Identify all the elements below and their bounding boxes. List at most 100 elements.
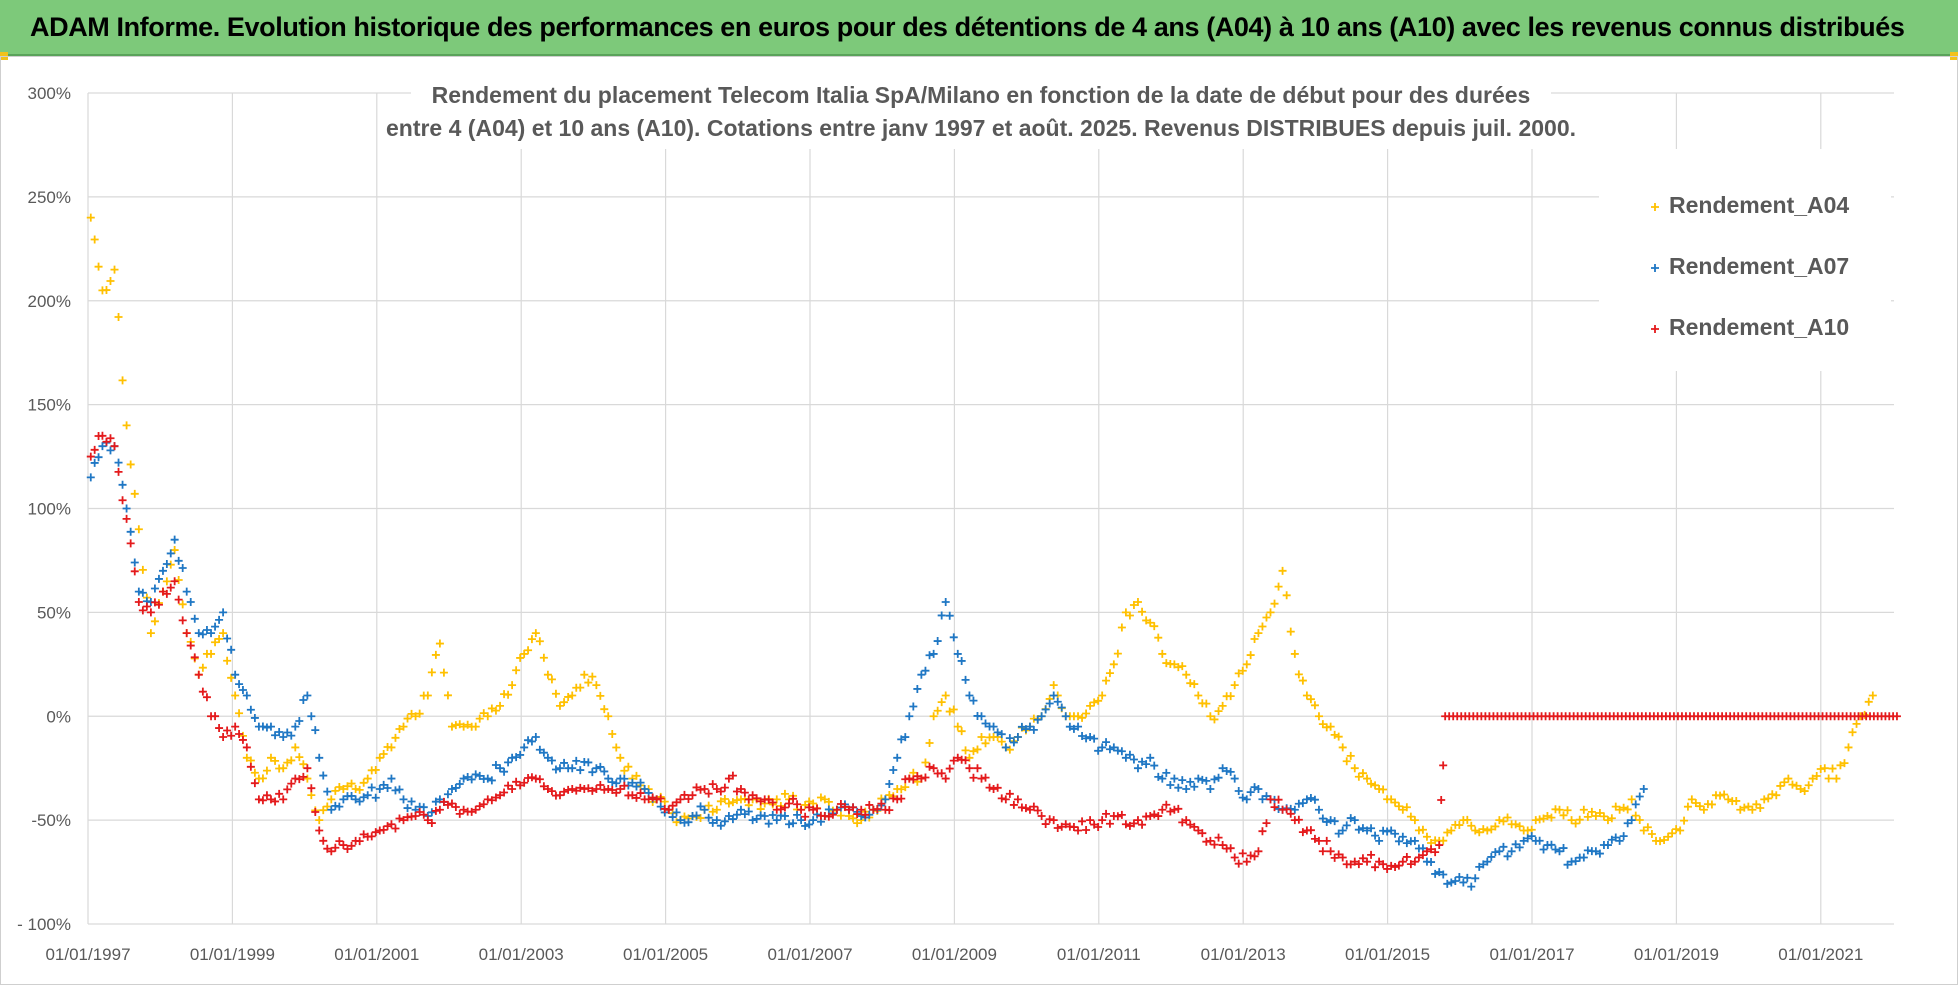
- data-point: [785, 820, 794, 829]
- data-point: [1117, 810, 1126, 819]
- data-point: [487, 796, 496, 805]
- data-point: [636, 778, 645, 787]
- data-point: [1418, 851, 1427, 860]
- data-point: [1138, 607, 1147, 616]
- data-point: [1631, 800, 1640, 809]
- data-point: [1539, 845, 1548, 854]
- data-point: [295, 775, 304, 784]
- banner-title: ADAM Informe. Evolution historique des p…: [30, 11, 1905, 42]
- data-point: [443, 800, 452, 809]
- data-point: [455, 779, 464, 788]
- data-point: [1350, 816, 1359, 825]
- data-point: [576, 783, 585, 792]
- data-point: [1298, 828, 1307, 837]
- data-point: [1354, 825, 1363, 834]
- data-point: [190, 614, 199, 623]
- data-point: [1455, 821, 1464, 830]
- data-point: [1431, 869, 1440, 878]
- data-point: [728, 798, 737, 807]
- data-point: [752, 794, 761, 803]
- legend-background: [1599, 149, 1891, 371]
- data-point: [483, 774, 492, 783]
- data-point: [551, 765, 560, 774]
- data-point: [1346, 860, 1355, 869]
- data-point: [1306, 794, 1315, 803]
- data-point: [166, 549, 175, 558]
- data-point: [1053, 697, 1062, 706]
- data-point: [491, 706, 500, 715]
- data-point: [961, 675, 970, 684]
- data-point: [295, 717, 304, 726]
- data-point: [1186, 820, 1195, 829]
- data-point: [1326, 722, 1335, 731]
- data-point: [885, 779, 894, 788]
- data-point: [1607, 814, 1616, 823]
- data-point: [1836, 761, 1845, 770]
- data-point: [371, 765, 380, 774]
- data-point: [475, 802, 484, 811]
- data-point: [688, 791, 697, 800]
- data-point: [254, 795, 263, 804]
- data-point: [1410, 857, 1419, 866]
- data-point: [1310, 795, 1319, 804]
- data-point: [901, 733, 910, 742]
- data-point: [612, 779, 621, 788]
- data-point: [235, 680, 244, 689]
- data-point: [555, 764, 564, 773]
- data-point: [190, 653, 199, 662]
- data-point: [1330, 817, 1339, 826]
- data-point: [347, 779, 356, 788]
- data-point: [1367, 824, 1376, 833]
- data-point: [303, 764, 312, 773]
- data-point: [335, 802, 344, 811]
- data-point: [262, 791, 271, 800]
- data-point: [1049, 816, 1058, 825]
- data-point: [620, 774, 629, 783]
- data-point: [1290, 649, 1299, 658]
- data-point: [299, 772, 308, 781]
- data-point: [142, 602, 151, 611]
- data-point: [238, 735, 247, 744]
- data-point: [728, 771, 737, 780]
- data-point: [1174, 663, 1183, 672]
- data-point: [1603, 816, 1612, 825]
- data-point: [359, 830, 368, 839]
- data-point: [299, 760, 308, 769]
- data-point: [508, 784, 517, 793]
- data-point: [170, 535, 179, 544]
- data-point: [1371, 831, 1380, 840]
- data-point: [531, 629, 540, 638]
- data-point: [1113, 649, 1122, 658]
- data-point: [1294, 670, 1303, 679]
- data-point: [158, 566, 167, 575]
- data-point: [146, 629, 155, 638]
- data-point: [720, 795, 729, 804]
- data-point: [431, 650, 440, 659]
- data-point: [258, 774, 267, 783]
- data-point: [1074, 722, 1083, 731]
- data-point: [1804, 781, 1813, 790]
- data-point: [1776, 781, 1785, 790]
- data-point: [547, 675, 556, 684]
- data-point: [138, 588, 147, 597]
- data-point: [443, 691, 452, 700]
- data-point: [90, 458, 99, 467]
- data-point: [1824, 774, 1833, 783]
- data-point: [327, 795, 336, 804]
- data-point: [1037, 811, 1046, 820]
- data-point: [700, 784, 709, 793]
- data-point: [1105, 745, 1114, 754]
- data-point: [223, 726, 232, 735]
- data-point: [535, 775, 544, 784]
- data-point: [836, 811, 845, 820]
- data-point: [1547, 840, 1556, 849]
- data-point: [1467, 882, 1476, 891]
- y-tick-label: 200%: [28, 292, 71, 311]
- data-point: [1270, 599, 1279, 608]
- data-point: [339, 784, 348, 793]
- legend-marker: [1651, 264, 1659, 272]
- data-point: [1214, 833, 1223, 842]
- data-point: [708, 818, 717, 827]
- data-point: [997, 794, 1006, 803]
- data-point: [1519, 836, 1528, 845]
